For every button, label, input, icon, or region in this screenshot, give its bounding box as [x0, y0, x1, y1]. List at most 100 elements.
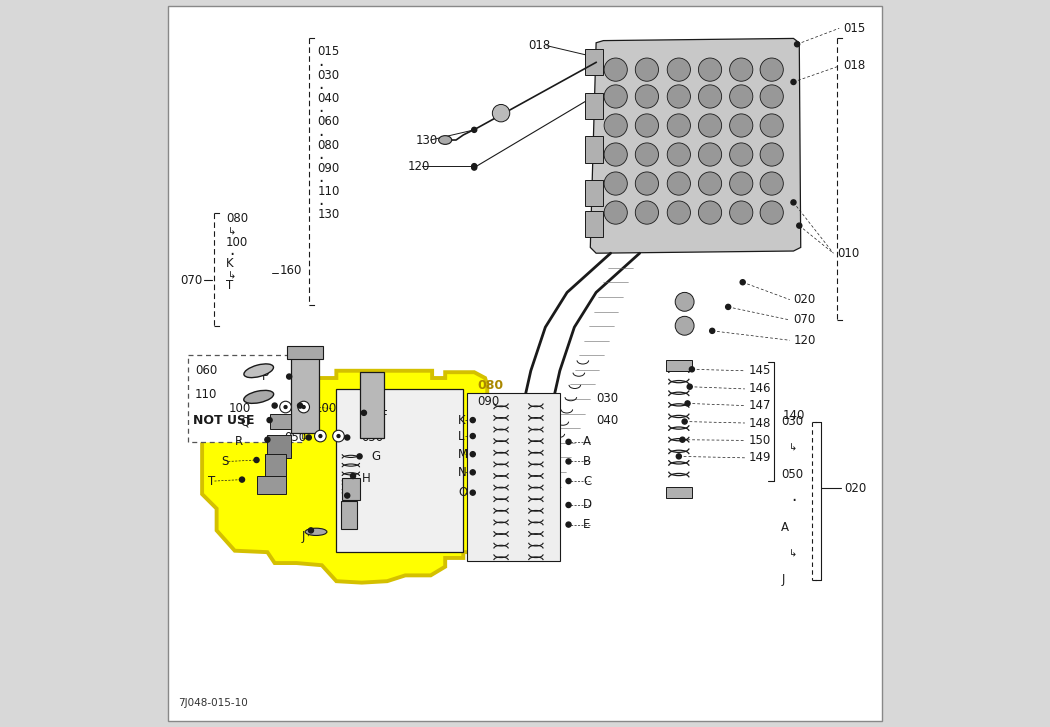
Text: ↳: ↳ — [228, 226, 235, 236]
Polygon shape — [202, 371, 492, 582]
Bar — [266, 454, 286, 480]
Circle shape — [309, 528, 314, 533]
Text: T: T — [226, 279, 233, 292]
Circle shape — [344, 493, 350, 498]
Text: J: J — [781, 573, 784, 586]
Circle shape — [265, 437, 270, 442]
Circle shape — [635, 172, 658, 195]
Text: E: E — [583, 518, 590, 531]
Circle shape — [667, 85, 691, 108]
Text: ·: · — [318, 80, 323, 98]
Circle shape — [361, 410, 366, 415]
Text: ·: · — [318, 126, 323, 145]
Text: 018: 018 — [843, 60, 865, 73]
Circle shape — [471, 164, 477, 169]
Circle shape — [319, 435, 322, 438]
Circle shape — [470, 433, 476, 438]
Circle shape — [315, 430, 327, 442]
Bar — [585, 49, 604, 76]
Text: ↳: ↳ — [790, 548, 798, 558]
Text: 130: 130 — [416, 134, 439, 147]
Text: L: L — [458, 430, 465, 443]
Circle shape — [675, 316, 694, 335]
Text: 150: 150 — [749, 434, 771, 447]
Ellipse shape — [306, 529, 327, 536]
Text: 147: 147 — [749, 399, 771, 412]
Text: 050: 050 — [285, 431, 307, 444]
Bar — [666, 360, 692, 371]
Circle shape — [566, 478, 571, 483]
Bar — [585, 211, 604, 237]
Text: ·: · — [318, 150, 323, 168]
Circle shape — [566, 502, 571, 507]
Circle shape — [760, 114, 783, 137]
Text: R: R — [235, 435, 243, 449]
Circle shape — [791, 79, 796, 84]
Circle shape — [730, 143, 753, 166]
Bar — [291, 355, 319, 433]
Text: 100: 100 — [315, 402, 337, 415]
Circle shape — [760, 143, 783, 166]
Text: ↳: ↳ — [228, 270, 235, 280]
Text: P: P — [262, 370, 270, 383]
Text: 148: 148 — [749, 417, 771, 430]
Text: 140: 140 — [782, 409, 805, 422]
Text: 010: 010 — [837, 246, 859, 260]
Text: J: J — [301, 530, 304, 542]
Text: 100: 100 — [229, 402, 251, 415]
Circle shape — [730, 201, 753, 224]
Circle shape — [710, 329, 715, 334]
Circle shape — [302, 406, 306, 409]
Text: 160: 160 — [279, 264, 302, 277]
Circle shape — [667, 143, 691, 166]
Text: O: O — [458, 486, 467, 499]
Circle shape — [470, 417, 476, 422]
Bar — [270, 414, 291, 429]
Text: 149: 149 — [749, 451, 771, 465]
Circle shape — [604, 172, 627, 195]
Circle shape — [740, 280, 746, 285]
Text: Q: Q — [240, 415, 250, 428]
Bar — [256, 476, 286, 494]
Circle shape — [760, 85, 783, 108]
Text: 080: 080 — [317, 139, 339, 152]
Circle shape — [667, 114, 691, 137]
Bar — [467, 393, 560, 561]
Circle shape — [730, 85, 753, 108]
Circle shape — [680, 437, 685, 442]
Circle shape — [298, 401, 310, 413]
Circle shape — [287, 374, 292, 379]
Text: D: D — [583, 499, 592, 512]
Text: 100: 100 — [226, 236, 248, 249]
Text: 080: 080 — [477, 379, 503, 392]
Circle shape — [635, 58, 658, 81]
Text: 040: 040 — [596, 414, 618, 427]
Circle shape — [307, 435, 311, 440]
Text: S: S — [222, 455, 229, 468]
Text: A: A — [583, 435, 591, 449]
Bar — [342, 478, 359, 500]
Circle shape — [730, 114, 753, 137]
Ellipse shape — [244, 390, 274, 403]
Bar — [188, 355, 302, 442]
Circle shape — [682, 419, 687, 424]
Circle shape — [566, 439, 571, 444]
Circle shape — [267, 417, 272, 422]
Text: T: T — [208, 475, 215, 488]
Circle shape — [344, 435, 350, 440]
Text: ·: · — [318, 196, 323, 214]
Text: 015: 015 — [843, 22, 865, 35]
Circle shape — [357, 454, 362, 459]
Circle shape — [667, 58, 691, 81]
Text: K: K — [226, 257, 234, 270]
Circle shape — [635, 201, 658, 224]
Text: F: F — [381, 409, 387, 422]
Circle shape — [760, 172, 783, 195]
Text: 015: 015 — [317, 45, 340, 58]
Circle shape — [604, 201, 627, 224]
Text: C: C — [583, 475, 591, 488]
Circle shape — [698, 58, 721, 81]
Text: M: M — [458, 448, 468, 461]
Circle shape — [604, 143, 627, 166]
Text: 080: 080 — [226, 212, 248, 225]
